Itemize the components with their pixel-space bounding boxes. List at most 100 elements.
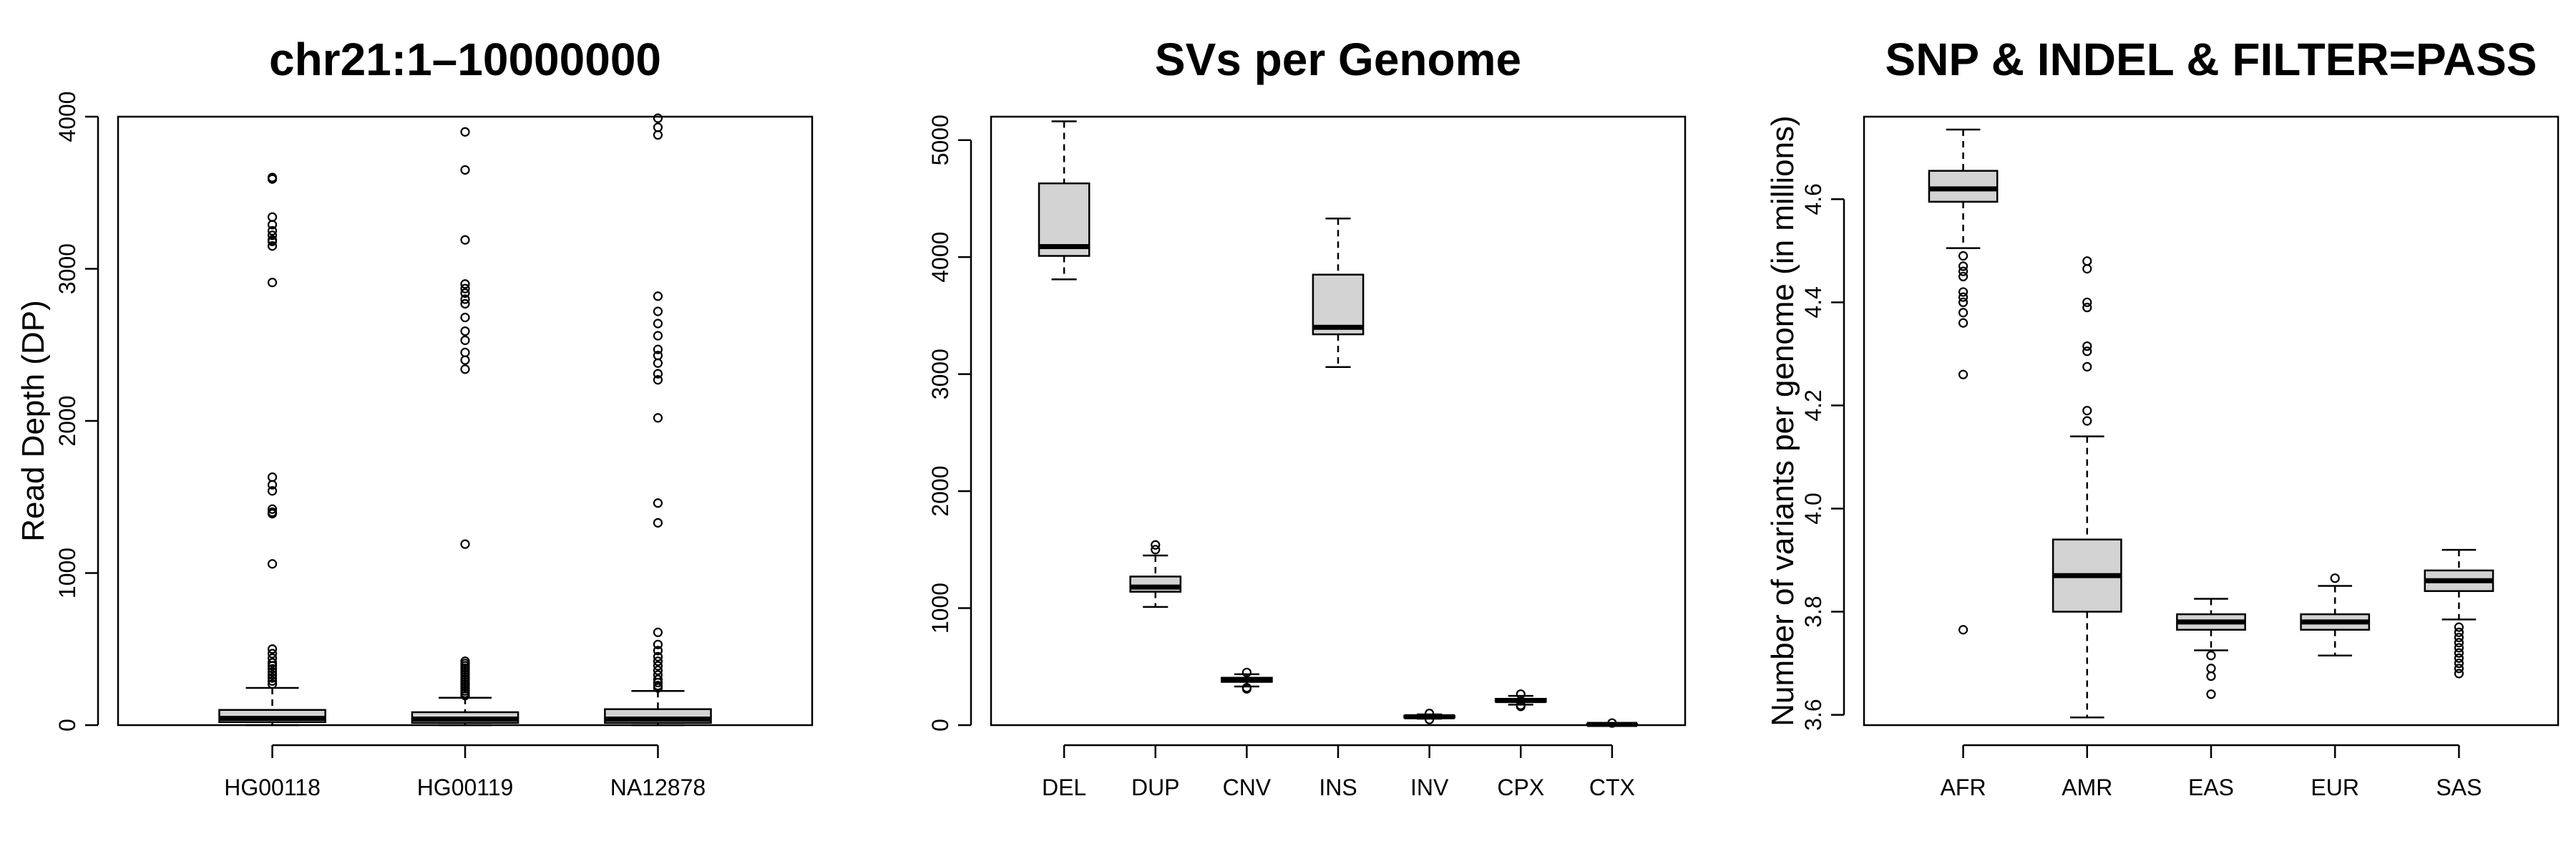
- panel-3: SNP & INDEL & FILTER=PASS 3.6 3.8 4.0 4.2 4.4…: [1765, 34, 2560, 800]
- x-axis: HG00118 HG00119 NA12878: [224, 744, 706, 800]
- outlier-point: [653, 518, 663, 528]
- outlier-point: [2454, 632, 2464, 643]
- box-AFR: [1928, 128, 1999, 635]
- outlier-point: [267, 667, 278, 677]
- panel-1: chr21:1–10000000 0 1000 2000 3000 4000 Read De…: [16, 34, 814, 800]
- outlier-point: [267, 664, 278, 674]
- box-EUR: [2300, 573, 2371, 657]
- outlier-point: [2082, 302, 2092, 313]
- outlier-point: [653, 319, 663, 329]
- outlier-point: [2082, 263, 2092, 274]
- outlier-point: [460, 690, 470, 701]
- outlier-point: [267, 174, 278, 184]
- outlier-point: [267, 504, 278, 514]
- y-tick-label: 1000: [927, 583, 953, 634]
- outlier-point: [267, 241, 278, 251]
- outlier-point: [1516, 702, 1526, 712]
- outlier-point: [1425, 709, 1435, 719]
- outlier-point: [460, 355, 470, 365]
- outlier-point: [460, 235, 470, 245]
- y-tick-label: 1000: [54, 548, 80, 598]
- outlier-point: [460, 326, 470, 336]
- outlier-point: [653, 122, 663, 132]
- outlier-point: [1151, 540, 1161, 550]
- panel-2: SVs per Genome 0 1000 2000 3000 4000 5000 DEL DU…: [927, 34, 1687, 800]
- outlier-point: [653, 113, 663, 123]
- outlier-point: [653, 646, 663, 656]
- x-tick-label: NA12878: [610, 775, 706, 800]
- box-iqr: [1928, 170, 1999, 203]
- outlier-point: [1958, 297, 1968, 307]
- y-tick-label: 3.6: [1800, 699, 1826, 730]
- outlier-point: [1958, 318, 1968, 328]
- y-axis-label: Read Depth (DP): [16, 300, 51, 541]
- box-iqr: [1038, 182, 1091, 257]
- outlier-point: [1958, 369, 1968, 379]
- y-tick-label: 4.2: [1800, 389, 1826, 421]
- outlier-point: [460, 288, 470, 299]
- outlier-point: [653, 661, 663, 671]
- outlier-point: [2454, 658, 2464, 669]
- outlier-point: [1241, 684, 1252, 694]
- plot-frame: [990, 115, 1687, 727]
- box-NA12878: [604, 113, 712, 727]
- outlier-point: [2454, 638, 2464, 648]
- outlier-point: [653, 498, 663, 508]
- outlier-point: [267, 225, 278, 236]
- outlier-point: [1958, 287, 1968, 297]
- outlier-point: [267, 679, 278, 689]
- box-CTX: [1586, 718, 1639, 728]
- y-tick-label: 4.4: [1800, 286, 1826, 318]
- outlier-point: [2454, 653, 2464, 663]
- x-tick-label: CPX: [1497, 775, 1544, 800]
- outlier-point: [267, 649, 278, 659]
- outlier-point: [460, 312, 470, 323]
- box-HG00118: [218, 173, 326, 727]
- x-tick-label: DEL: [1042, 775, 1086, 800]
- outlier-point: [2206, 689, 2216, 699]
- outlier-point: [1958, 625, 1968, 635]
- outlier-point: [460, 364, 470, 374]
- outlier-point: [2454, 622, 2464, 632]
- outlier-point: [2454, 643, 2464, 653]
- outlier-point: [653, 683, 663, 693]
- outlier-point: [267, 658, 278, 668]
- y-axis-label: Number of variants per genome (in millio…: [1765, 115, 1800, 726]
- outlier-point: [653, 651, 663, 661]
- x-tick-label: HG00118: [224, 775, 321, 800]
- outlier-point: [1151, 545, 1161, 555]
- outlier-point: [2082, 341, 2092, 351]
- outlier-point: [653, 665, 663, 676]
- outlier-point: [2454, 627, 2464, 637]
- x-tick-label: AFR: [1941, 775, 1986, 800]
- x-tick-label: EUR: [2311, 775, 2359, 800]
- y-tick-label: 4000: [54, 91, 80, 142]
- box-INS: [1312, 217, 1365, 369]
- outlier-point: [267, 486, 278, 496]
- outlier-point: [460, 283, 470, 293]
- x-tick-label: INS: [1319, 775, 1357, 800]
- y-tick-label: 0: [54, 719, 80, 732]
- chart-title: SVs per Genome: [1155, 34, 1521, 85]
- y-tick-label: 0: [927, 719, 953, 732]
- x-tick-label: CNV: [1223, 775, 1272, 800]
- y-tick-label: 4.0: [1800, 492, 1826, 524]
- outlier-point: [1958, 292, 1968, 302]
- outlier-point: [267, 480, 278, 490]
- outlier-point: [2082, 361, 2092, 372]
- outlier-point: [1241, 667, 1252, 678]
- outlier-point: [267, 644, 278, 654]
- outlier-point: [267, 509, 278, 519]
- outlier-point: [2082, 297, 2092, 307]
- outlier-point: [460, 299, 470, 309]
- y-axis: 3.6 3.8 4.0 4.2 4.4 4.6: [1800, 183, 1845, 731]
- outlier-point: [1958, 271, 1968, 281]
- box-DUP: [1129, 540, 1182, 608]
- outlier-point: [1425, 714, 1435, 724]
- outlier-point: [460, 165, 470, 175]
- x-tick-label: DUP: [1131, 775, 1180, 800]
- outlier-point: [267, 676, 278, 686]
- outlier-point: [653, 358, 663, 368]
- y-tick-label: 3000: [927, 349, 953, 399]
- outlier-point: [653, 306, 663, 316]
